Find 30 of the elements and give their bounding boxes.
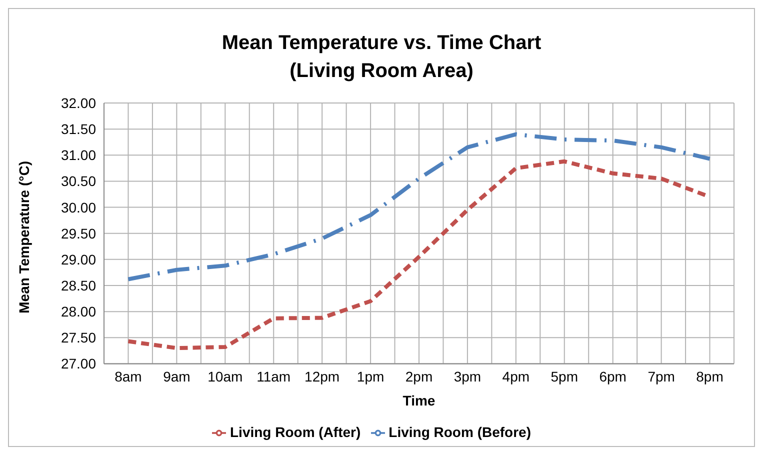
x-tick-label: 8pm	[696, 368, 724, 385]
x-tick-label: 5pm	[550, 368, 578, 385]
y-tick-label: 28.50	[60, 277, 96, 294]
y-tick-label: 29.50	[60, 225, 96, 242]
y-tick-label: 28.00	[60, 304, 96, 320]
x-tick-label: 11am	[256, 368, 291, 385]
x-tick-label: 10am	[208, 368, 243, 385]
chart-title: Mean Temperature vs. Time Chart (Living Room Area)	[220, 31, 542, 84]
y-tick-label: 32.00	[60, 94, 96, 111]
y-axis-title: Mean Temperature (°C)	[16, 160, 32, 314]
x-tick-label: 4pm	[502, 368, 530, 385]
y-tick-label: 31.00	[60, 147, 96, 164]
y-tick-label: 29.00	[60, 251, 96, 268]
x-tick-label: 1pm	[356, 368, 384, 385]
y-tick-label: 30.00	[60, 199, 96, 216]
line-series	[126, 132, 712, 282]
x-tick-label: 9am	[163, 368, 190, 385]
x-tick-label: 7pm	[648, 368, 675, 385]
legend-label: Living Room (After)	[230, 424, 361, 440]
y-tick-label: 27.00	[60, 356, 96, 372]
y-tick-label: 30.50	[60, 173, 96, 190]
x-tick-label: 8am	[114, 368, 142, 385]
legend-label: Living Room (Before)	[388, 424, 531, 440]
x-tick-label: 6pm	[599, 368, 626, 385]
x-tick-label: 3pm	[454, 368, 482, 385]
y-tick-label: 27.50	[60, 330, 96, 346]
x-axis-title: Time	[402, 392, 436, 409]
y-tick-label: 31.50	[60, 121, 96, 138]
x-tick-label: 12pm	[304, 368, 340, 385]
x-tick-label: 2pm	[405, 368, 433, 385]
